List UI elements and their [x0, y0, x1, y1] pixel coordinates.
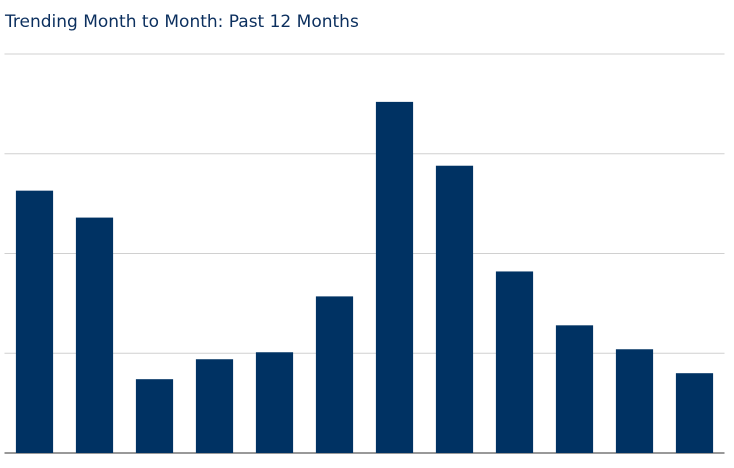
bar — [15, 190, 54, 453]
bar — [75, 217, 114, 453]
bar — [255, 352, 294, 453]
bar — [435, 165, 474, 453]
bar — [375, 101, 414, 453]
chart-title: Trending Month to Month: Past 12 Months — [4, 12, 359, 32]
bar — [195, 359, 234, 453]
bar — [315, 296, 354, 453]
bar — [555, 325, 594, 453]
bar — [615, 349, 654, 453]
bar — [675, 373, 714, 453]
bar — [495, 271, 534, 453]
bar — [135, 379, 174, 453]
